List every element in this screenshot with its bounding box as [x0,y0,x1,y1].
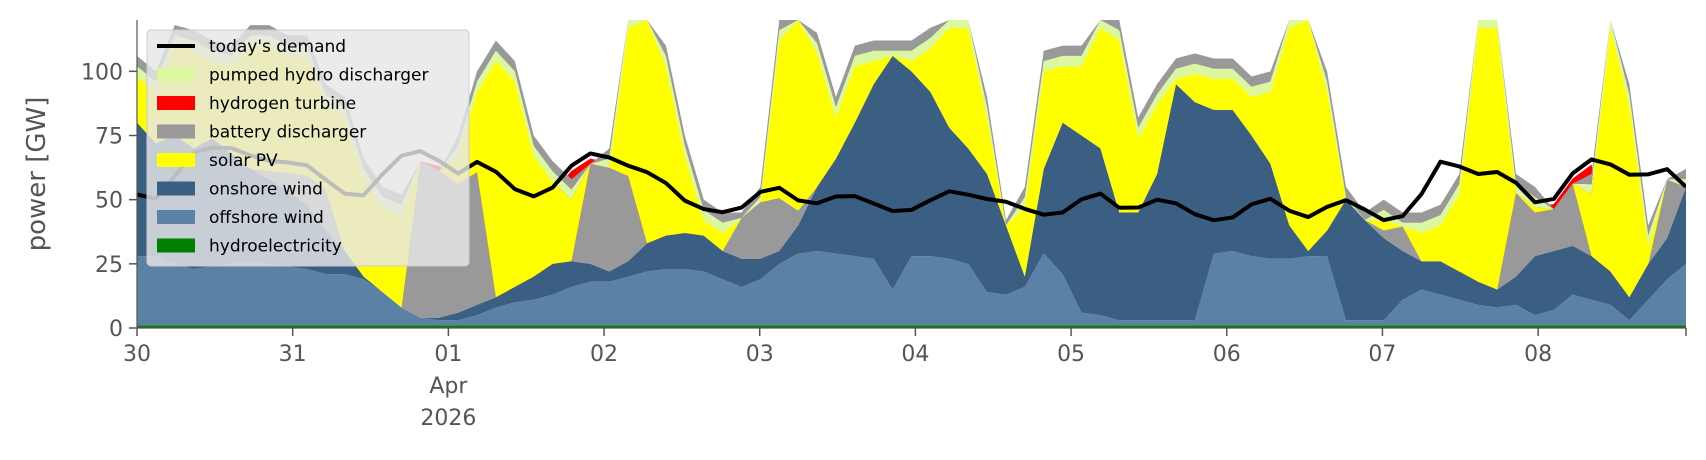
legend-swatch [157,181,195,196]
y-axis-title: power [GW] [22,97,52,252]
legend-swatch [157,210,195,224]
legend-swatch [157,96,195,110]
legend-label: today's demand [209,37,346,57]
y-tick-label: 0 [109,317,123,342]
y-tick-label: 75 [95,125,123,150]
x-axis: 30 31 01 Apr 2026 02 03 04 05 06 07 08 [123,327,1687,431]
area-solar-pv [137,20,1686,308]
legend-label: pumped hydro discharger [209,66,428,86]
x-tick-label: 02 [590,342,618,367]
legend-label: hydroelectricity [209,237,342,257]
x-tick-label: 04 [901,342,929,367]
x-tick-label: 07 [1368,342,1396,367]
legend-label: battery discharger [209,123,366,143]
y-tick-label: 25 [95,253,123,278]
legend: today's demand pumped hydro discharger hyd… [146,29,470,267]
legend-label: solar PV [209,151,278,171]
area-onshore-wind [137,55,1686,321]
legend-label: offshore wind [209,208,324,228]
x-tick-label: 08 [1524,342,1552,367]
x-tick-label: 05 [1057,342,1085,367]
x-tick-label: 31 [279,342,307,367]
x-tick-label: 01 [434,342,462,367]
y-axis: 0 25 50 75 100 [81,20,138,342]
x-tick-year-label: 2026 [420,406,476,431]
x-tick-label: 03 [746,342,774,367]
legend-swatch [157,238,195,253]
legend-swatch [157,67,195,82]
x-tick-label: 30 [123,342,151,367]
legend-swatch [157,124,195,139]
legend-label: hydrogen turbine [209,94,356,114]
area-offshore-wind [137,251,1686,326]
x-tick-label: 06 [1213,342,1241,367]
x-tick-month-label: Apr [429,374,468,399]
legend-box [146,29,470,267]
y-tick-label: 100 [81,60,123,85]
legend-swatch [157,153,195,167]
legend-label: onshore wind [209,180,323,200]
y-tick-label: 50 [95,189,123,214]
area-hydroelectricity [137,325,1686,328]
